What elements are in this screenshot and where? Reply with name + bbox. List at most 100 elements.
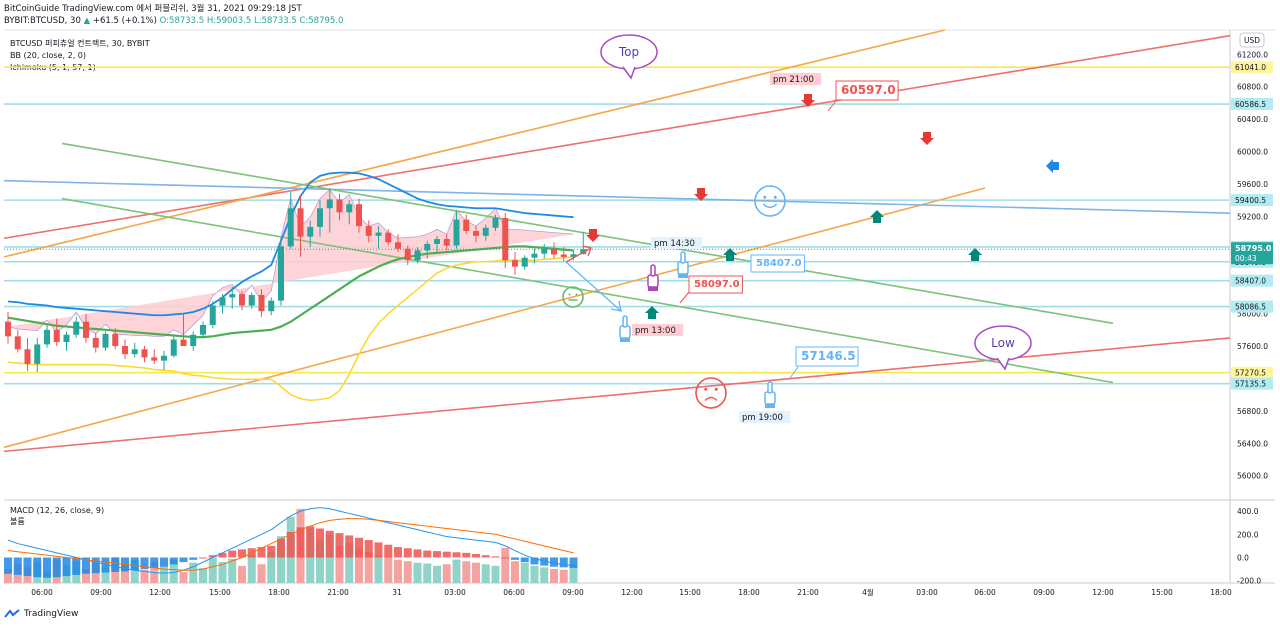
legend-bb[interactable]: BB (20, close, 2, 0) xyxy=(10,51,86,60)
symbol-label: BYBIT:BTCUSD, 30 xyxy=(4,16,81,26)
hand-pointer-icon-finger xyxy=(680,251,686,264)
candle-body xyxy=(541,248,548,254)
price-tag-label: 59400.5 xyxy=(1235,196,1266,205)
candle-body xyxy=(531,253,538,258)
volume-bar xyxy=(384,556,393,583)
volume-bar xyxy=(335,545,344,583)
x-tick-label: 09:00 xyxy=(90,588,112,597)
ohlc-open: O:58733.5 xyxy=(159,16,205,26)
x-tick-label: 18:00 xyxy=(1210,588,1232,597)
volume-bar xyxy=(267,551,276,583)
macd-histogram-bar xyxy=(218,552,227,558)
y-tick-label: 61200.0 xyxy=(1237,50,1268,59)
candle-body xyxy=(161,355,167,361)
volume-bar xyxy=(540,567,549,583)
volume-bar xyxy=(316,540,324,583)
candle-body xyxy=(151,357,158,361)
candle-body xyxy=(356,204,362,227)
countdown-label: 00:43 xyxy=(1235,254,1257,263)
candle-body xyxy=(53,329,60,342)
candle-body xyxy=(190,334,197,347)
macd-histogram-bar xyxy=(82,557,90,574)
downtrend-line-green-upper xyxy=(61,142,1114,325)
smile-face-icon xyxy=(754,185,786,217)
macd-histogram-bar xyxy=(72,557,81,575)
macd-histogram-bar xyxy=(296,527,305,558)
macd-histogram-bar xyxy=(355,537,363,558)
target-58097-pointer xyxy=(679,291,690,304)
candle-body xyxy=(229,294,236,298)
volume-bar xyxy=(247,554,256,583)
candle-body xyxy=(287,208,294,247)
y-tick-label: 59600.0 xyxy=(1237,180,1268,189)
target-57146-pointer xyxy=(789,366,799,379)
macd-histogram-bar xyxy=(403,548,412,558)
hand-pointer-icon-finger xyxy=(622,315,628,328)
volume-bar xyxy=(559,569,568,583)
macd-histogram-bar xyxy=(491,556,500,558)
time-pm1300-box xyxy=(632,324,684,336)
volume-bar xyxy=(511,561,519,583)
volume-bar xyxy=(364,551,373,583)
uptrend-line-orange-upper xyxy=(3,29,946,258)
arrow-down-icon xyxy=(920,132,934,145)
price-tag-label: 61041.0 xyxy=(1235,63,1266,72)
legend-volume[interactable]: 볼륨 xyxy=(10,517,25,526)
volume-bar xyxy=(121,565,129,583)
time-pm1430-box xyxy=(651,237,703,249)
hand-pointer-icon-cuff xyxy=(765,404,775,408)
time-pm1900-box xyxy=(739,411,791,423)
volume-bar xyxy=(218,561,227,583)
legend-macd[interactable]: MACD (12, 26, close, 9) xyxy=(10,506,105,515)
candle-body xyxy=(336,199,343,213)
top-label: Top xyxy=(618,45,639,59)
volume-bar xyxy=(179,572,188,583)
candle-body xyxy=(385,232,392,243)
macd-histogram-bar xyxy=(62,557,71,577)
price-tag-box xyxy=(1231,274,1273,287)
downtrend-line-blue xyxy=(3,179,1231,214)
candle-body xyxy=(73,321,80,335)
volume-bar xyxy=(452,559,461,583)
x-tick-label: 15:00 xyxy=(1151,588,1173,597)
macd-histogram-bar xyxy=(569,557,578,568)
footer[interactable]: TradingView xyxy=(4,609,78,619)
x-tick-label: 09:00 xyxy=(562,588,584,597)
macd-line xyxy=(7,507,574,574)
volume-bar xyxy=(169,559,178,583)
candle-body xyxy=(180,339,187,347)
change-arrow-icon: ▲ xyxy=(83,16,91,26)
candle-body xyxy=(141,349,148,358)
uptrend-line-orange-lower xyxy=(3,187,986,449)
volume-bar xyxy=(433,565,441,583)
volume-bar xyxy=(228,558,237,583)
macd-histogram-bar xyxy=(199,557,207,559)
macd-histogram-bar xyxy=(306,526,315,558)
hand-pointer-icon xyxy=(647,274,659,288)
legend-title[interactable]: BTCUSD 퍼피츄얼 컨트랙트, 30, BYBIT xyxy=(10,39,150,48)
candle-body xyxy=(395,242,401,249)
x-tick-label: 21:00 xyxy=(327,588,349,597)
candle-body xyxy=(24,349,31,364)
macd-histogram-bar xyxy=(160,557,168,567)
price-tag-box xyxy=(1231,98,1273,111)
hand-pointer-icon-cuff xyxy=(648,287,658,291)
volume-bar xyxy=(423,563,432,583)
hand-pointer-icon xyxy=(619,325,631,339)
macd-histogram-bar xyxy=(208,555,217,558)
target-58407-box xyxy=(750,254,805,273)
smile-face-mouth xyxy=(762,203,778,209)
symbol-ohlc-row: BYBIT:BTCUSD, 30 ▲ +61.5 (+0.1%) O:58733… xyxy=(4,16,343,27)
x-tick-label: 12:00 xyxy=(149,588,171,597)
arrow-down-icon xyxy=(694,188,708,201)
macd-histogram-bar xyxy=(23,557,32,577)
volume-bar xyxy=(82,569,90,583)
volume-bar xyxy=(530,565,539,583)
arrow-down-icon xyxy=(801,94,815,107)
hand-pointer-icon xyxy=(764,391,776,405)
candle-body xyxy=(44,329,50,345)
smile-face-eye xyxy=(763,195,767,199)
volume-bar xyxy=(160,566,168,583)
x-tick-label: 21:00 xyxy=(797,588,819,597)
